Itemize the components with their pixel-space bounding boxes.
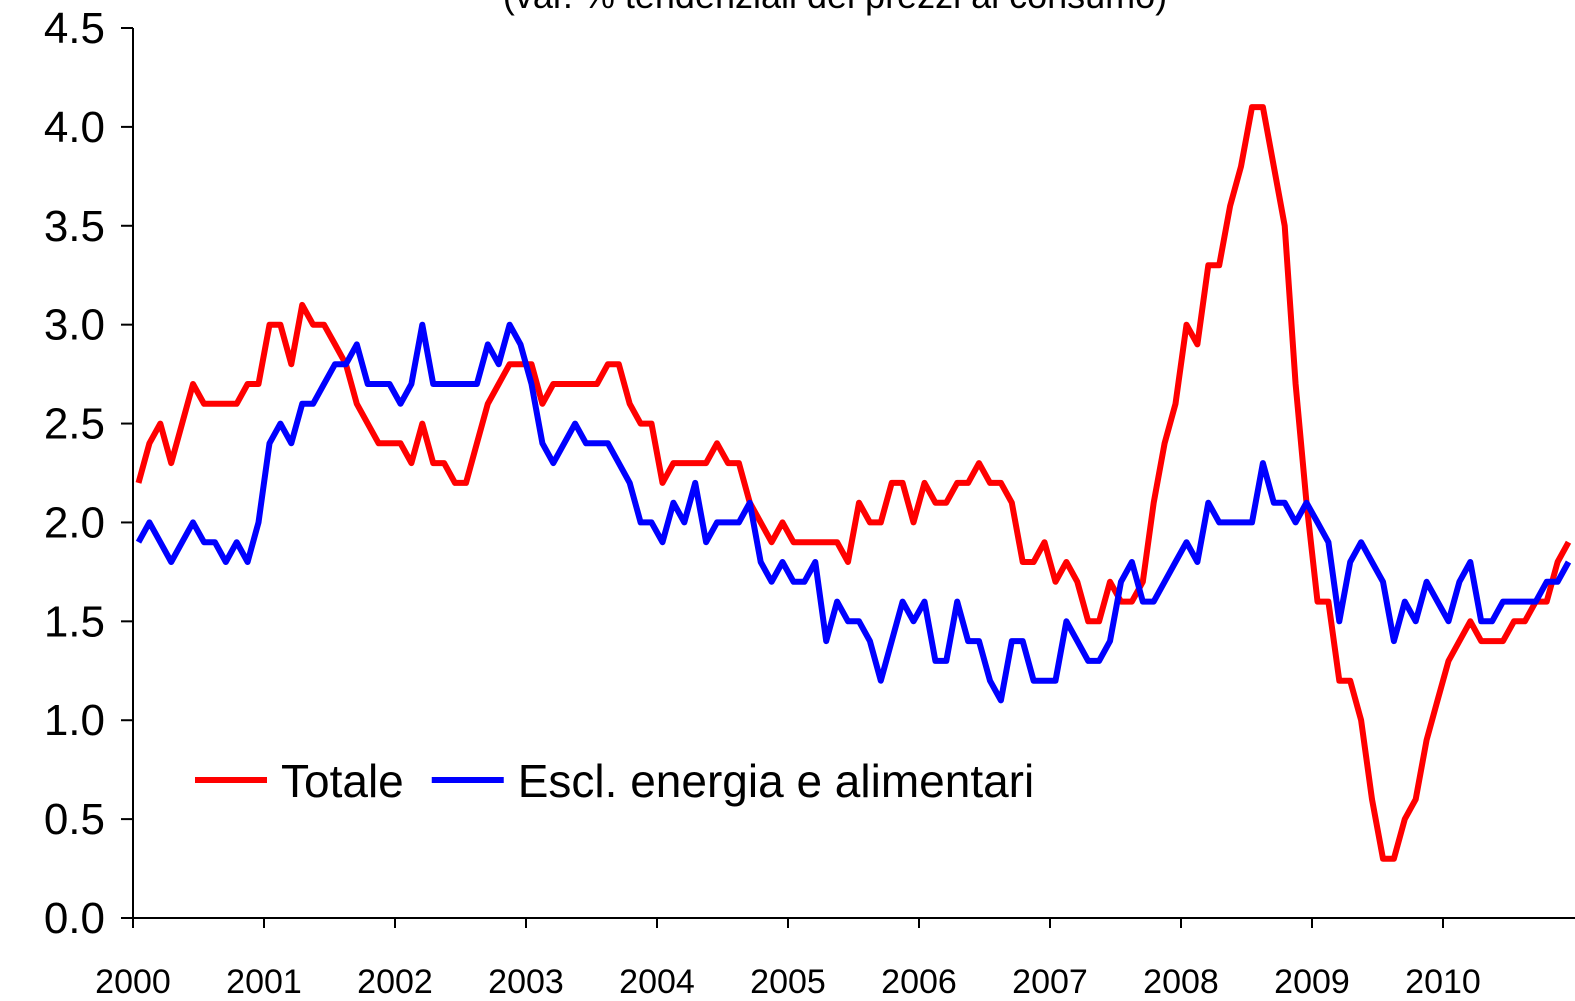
x-tick-label: 2002 <box>357 963 433 1001</box>
y-tick-label: 3.5 <box>44 202 105 251</box>
x-tick-label: 2003 <box>488 963 564 1001</box>
x-tick-label: 2005 <box>750 963 826 1001</box>
x-tick-label: 2010 <box>1405 963 1481 1001</box>
y-tick-label: 3.0 <box>44 301 105 350</box>
y-tick-label: 4.5 <box>44 4 105 53</box>
legend-label: Totale <box>281 755 404 807</box>
y-tick-label: 0.5 <box>44 795 105 844</box>
series-line <box>135 321 1572 704</box>
series-line <box>135 104 1572 862</box>
y-tick-label: 1.5 <box>44 597 105 646</box>
y-tick-label: 2.0 <box>44 498 105 547</box>
y-tick-label: 1.0 <box>44 696 105 745</box>
x-tick-label: 2007 <box>1012 963 1088 1001</box>
legend-label: Escl. energia e alimentari <box>518 755 1034 807</box>
y-tick-label: 2.5 <box>44 400 105 449</box>
x-tick-label: 2004 <box>619 963 695 1001</box>
y-tick-label: 4.0 <box>44 103 105 152</box>
x-tick-label: 2008 <box>1143 963 1219 1001</box>
x-tick-label: 2001 <box>226 963 302 1001</box>
x-tick-label: 2000 <box>95 963 171 1001</box>
chart-subtitle: (var. % tendenziali dei prezzi al consum… <box>503 0 1167 16</box>
x-tick-label: 2009 <box>1274 963 1350 1001</box>
y-tick-label: 0.0 <box>44 894 105 943</box>
x-tick-label: 2006 <box>881 963 957 1001</box>
